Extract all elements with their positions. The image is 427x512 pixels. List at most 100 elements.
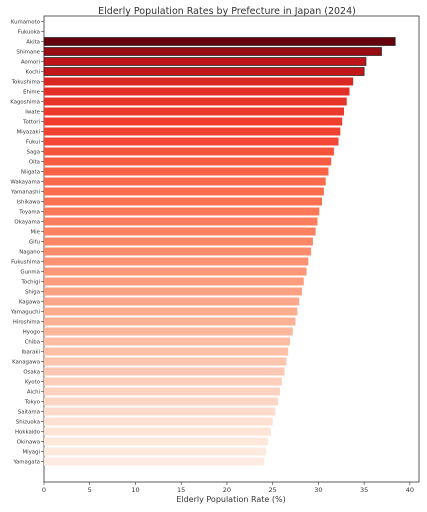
bar-yamaguchi xyxy=(44,307,298,316)
y-tick-label-kumamoto: Kumamoto xyxy=(11,20,40,26)
x-tick-label-20: 20 xyxy=(223,486,231,494)
y-tick-label-kyoto: Kyoto xyxy=(25,380,40,386)
bar-okayama xyxy=(44,217,318,226)
y-tick-label-fukui: Fukui xyxy=(26,140,40,146)
x-axis: 0 5 10 15 20 25 30 35 40 xyxy=(42,482,414,494)
bar-shimane xyxy=(43,47,382,56)
bar-chiba xyxy=(44,337,291,346)
y-tick-label-shimane: Shimane xyxy=(16,50,40,56)
y-tick-label-yamagata: Yamagata xyxy=(12,460,40,466)
bar-tokushima xyxy=(44,77,354,86)
y-tick-label-miyagi: Miyagi xyxy=(22,450,40,456)
bar-ibaraki xyxy=(44,347,289,356)
x-tick-label-15: 15 xyxy=(177,486,185,494)
y-tick-label-fukuoka: Fukuoka xyxy=(18,30,40,36)
y-tick-label-hyogo: Hyogo xyxy=(23,330,40,336)
x-tick-label-30: 30 xyxy=(314,486,322,494)
y-tick-label-okayama: Okayama xyxy=(14,220,40,226)
y-tick-label-niigata: Niigata xyxy=(21,170,40,176)
y-tick-label-nagano: Nagano xyxy=(19,250,40,256)
y-tick-label-shizuoka: Shizuoka xyxy=(16,420,40,426)
x-tick-label-25: 25 xyxy=(269,486,277,494)
y-tick-label-tochigi: Tochigi xyxy=(21,280,40,286)
y-tick-label-mie: Mie xyxy=(31,230,41,236)
y-tick-label-ehime: Ehime xyxy=(23,90,41,96)
y-tick-label-gunma: Gunma xyxy=(20,270,40,276)
bar-niigata xyxy=(44,167,329,176)
bar-akita xyxy=(43,37,396,46)
x-tick-label-5: 5 xyxy=(88,486,92,494)
bar-toyama xyxy=(44,207,320,216)
bar-aomori xyxy=(43,57,367,66)
bar-shiga xyxy=(44,287,302,296)
bar-wakayama xyxy=(44,177,326,186)
bar-kochi xyxy=(43,67,365,76)
bar-ishikawa xyxy=(44,197,323,206)
bar-gunma xyxy=(44,267,307,276)
y-tick-label-hokkaido: Hokkaido xyxy=(15,430,40,436)
bar-tottori xyxy=(44,117,343,126)
y-tick-label-kagoshima: Kagoshima xyxy=(10,100,40,106)
bars-group xyxy=(43,37,396,466)
y-tick-label-chiba: Chiba xyxy=(25,340,40,346)
bar-hokkaido xyxy=(44,427,271,436)
y-tick-label-wakayama: Wakayama xyxy=(10,180,40,186)
y-tick-label-iwate: Iwate xyxy=(25,110,40,116)
y-tick-label-aomori: Aomori xyxy=(21,60,40,66)
y-tick-label-kagawa: Kagawa xyxy=(19,300,40,306)
y-tick-label-saitama: Saitama xyxy=(18,410,40,416)
y-tick-label-aichi: Aichi xyxy=(27,390,40,396)
bar-aichi xyxy=(44,387,280,396)
y-tick-label-kanagawa: Kanagawa xyxy=(12,360,40,366)
bar-yamanashi xyxy=(44,187,324,196)
bar-oita xyxy=(44,157,332,166)
x-axis-label: Elderly Population Rate (%) xyxy=(176,495,285,504)
bar-hyogo xyxy=(44,327,293,336)
bar-miyagi xyxy=(44,447,267,456)
y-tick-label-akita: Akita xyxy=(26,40,40,46)
y-tick-label-hiroshima: Hiroshima xyxy=(13,320,40,326)
bar-fukushima xyxy=(44,257,309,266)
bar-saitama xyxy=(44,407,276,416)
bar-kanagawa xyxy=(44,357,287,366)
y-tick-label-tokyo: Tokyo xyxy=(24,400,40,406)
y-tick-label-fukushima: Fukushima xyxy=(11,260,40,266)
bar-mie xyxy=(44,227,316,236)
y-tick-label-kochi: Kochi xyxy=(26,70,40,76)
x-tick-label-0: 0 xyxy=(42,486,46,494)
bar-okinawa xyxy=(44,437,269,446)
y-tick-label-yamanashi: Yamanashi xyxy=(10,190,40,196)
y-tick-label-miyazaki: Miyazaki xyxy=(17,130,40,136)
bar-saga xyxy=(44,147,334,156)
bar-tochigi xyxy=(44,277,304,286)
y-tick-label-oita: Oita xyxy=(29,160,40,166)
bar-fukui xyxy=(44,137,339,146)
y-tick-label-saga: Saga xyxy=(27,150,40,156)
bar-hiroshima xyxy=(44,317,296,326)
y-tick-label-osaka: Osaka xyxy=(23,370,40,376)
bar-miyazaki xyxy=(44,127,341,136)
y-tick-label-okinawa: Okinawa xyxy=(17,440,40,446)
y-tick-label-yamaguchi: Yamaguchi xyxy=(10,310,40,316)
y-tick-label-ishikawa: Ishikawa xyxy=(17,200,40,206)
x-tick-label-35: 35 xyxy=(360,486,368,494)
bar-kagoshima xyxy=(44,97,347,106)
y-tick-labels: Kumamoto Fukuoka Akita Shimane Aomori Kochi To… xyxy=(10,20,44,466)
y-tick-label-ibaraki: Ibaraki xyxy=(22,350,40,356)
bar-kagawa xyxy=(44,297,300,306)
bar-shizuoka xyxy=(44,417,273,426)
bar-nagano xyxy=(44,247,312,256)
x-tick-label-40: 40 xyxy=(406,486,414,494)
y-tick-label-toyama: Toyama xyxy=(18,210,40,216)
bar-gifu xyxy=(44,237,313,246)
x-tick-label-10: 10 xyxy=(131,486,139,494)
y-tick-label-tokushima: Tokushima xyxy=(11,80,40,86)
bar-kyoto xyxy=(44,377,282,386)
y-tick-label-shiga: Shiga xyxy=(25,290,40,296)
y-tick-label-gifu: Gifu xyxy=(29,240,40,246)
y-tick-label-tottori: Tottori xyxy=(22,120,40,126)
bar-osaka xyxy=(44,367,285,376)
chart-title: Elderly Population Rates by Prefecture i… xyxy=(98,6,356,17)
bar-tokyo xyxy=(44,397,279,406)
